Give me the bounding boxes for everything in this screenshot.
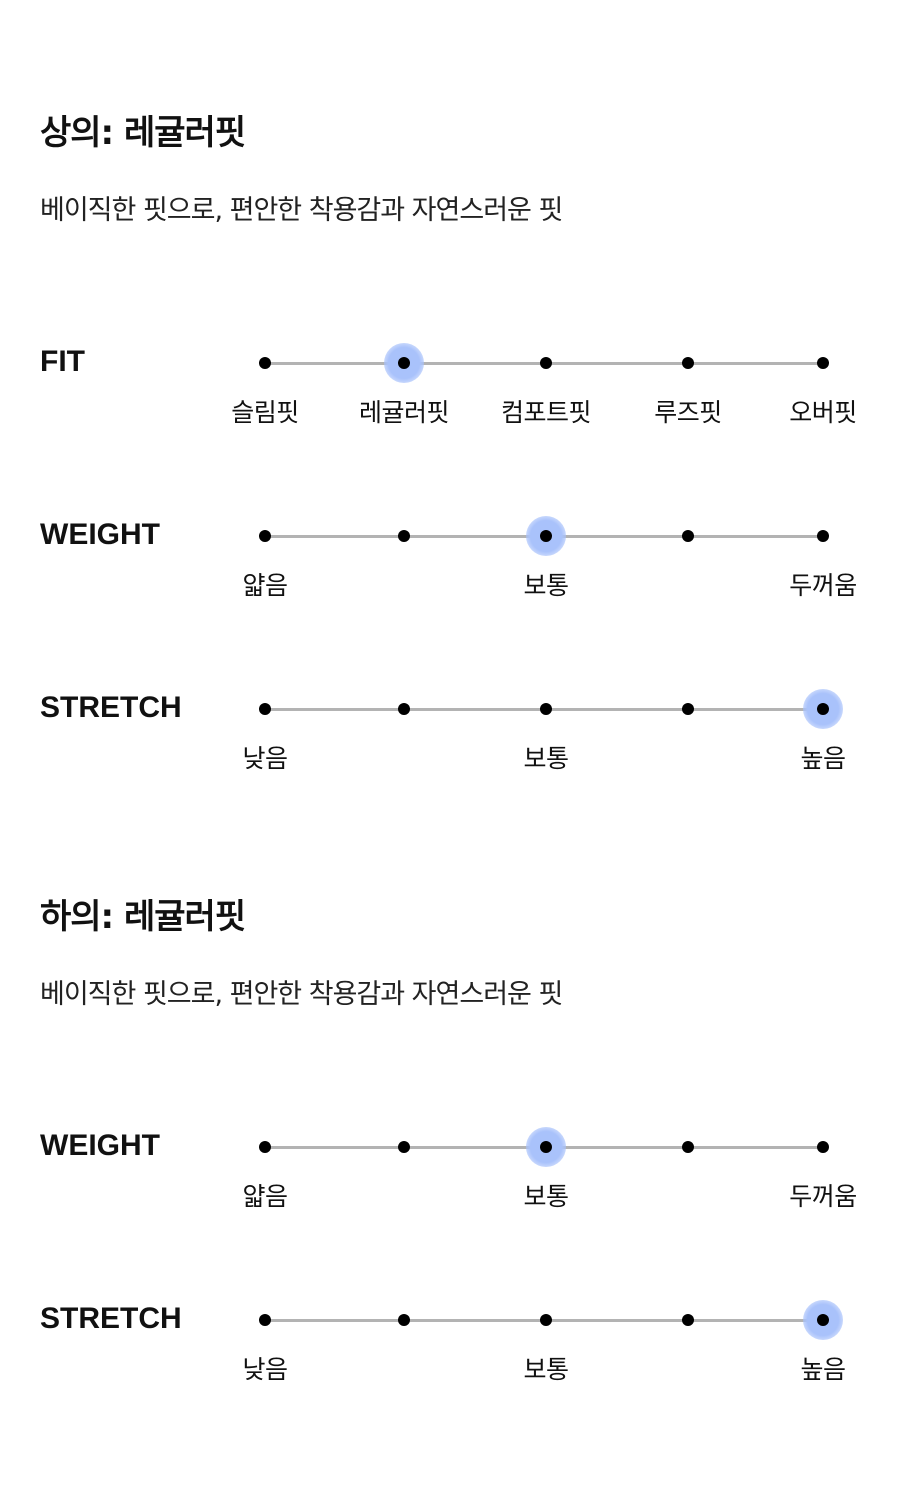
- scale-dot: [817, 357, 829, 369]
- scale-dot: [540, 530, 552, 542]
- scale-option-label: 얇음: [242, 1182, 288, 1211]
- scale-label: STRETCH: [40, 1302, 182, 1335]
- scale-option-label: 보통: [523, 1182, 569, 1211]
- scale-label: WEIGHT: [40, 1129, 160, 1162]
- scale-label: WEIGHT: [40, 518, 160, 551]
- scale-dot: [398, 1141, 410, 1153]
- section-description: 베이직한 핏으로, 편안한 착용감과 자연스러운 핏: [40, 979, 563, 1010]
- scale-option-label: 보통: [523, 1355, 569, 1384]
- scale-stretch: STRETCH 낮음 보통 높음: [0, 689, 900, 789]
- scale-option-label: 보통: [523, 571, 569, 600]
- scale-dot: [817, 1314, 829, 1326]
- scale-weight: WEIGHT 얇음 보통 두꺼움: [0, 516, 900, 616]
- scale-option-label: 레귤러핏: [358, 398, 450, 427]
- scale-dot: [682, 357, 694, 369]
- scale-dot: [398, 530, 410, 542]
- scale-label: FIT: [40, 345, 85, 378]
- scale-dot: [817, 703, 829, 715]
- scale-dot: [540, 1141, 552, 1153]
- scale-dot: [540, 703, 552, 715]
- scale-label: STRETCH: [40, 691, 182, 724]
- scale-dot: [682, 1141, 694, 1153]
- scale-option-label: 높음: [800, 744, 846, 773]
- scale-option-label: 보통: [523, 744, 569, 773]
- scale-option-label: 두꺼움: [789, 571, 857, 600]
- scale-dot: [259, 1314, 271, 1326]
- scale-option-label: 높음: [800, 1355, 846, 1384]
- scale-dot: [259, 357, 271, 369]
- scale-dot: [817, 1141, 829, 1153]
- section-title: 상의: 레귤러핏: [40, 113, 246, 153]
- scale-dot: [540, 357, 552, 369]
- scale-option-label: 컴포트핏: [500, 398, 592, 427]
- scale-dot: [682, 530, 694, 542]
- scale-dot: [682, 703, 694, 715]
- scale-dot: [682, 1314, 694, 1326]
- scale-weight: WEIGHT 얇음 보통 두꺼움: [0, 1127, 900, 1227]
- section-description: 베이직한 핏으로, 편안한 착용감과 자연스러운 핏: [40, 195, 563, 226]
- scale-dot: [398, 1314, 410, 1326]
- scale-dot: [259, 1141, 271, 1153]
- scale-option-label: 두꺼움: [789, 1182, 857, 1211]
- scale-dot: [259, 530, 271, 542]
- scale-fit: FIT 슬림핏 레귤러핏 컴포트핏 루즈핏 오버핏: [0, 343, 900, 443]
- scale-stretch: STRETCH 낮음 보통 높음: [0, 1300, 900, 1400]
- scale-option-label: 루즈핏: [654, 398, 722, 427]
- scale-option-label: 낮음: [242, 744, 288, 773]
- scale-option-label: 낮음: [242, 1355, 288, 1384]
- scale-dot: [540, 1314, 552, 1326]
- scale-option-label: 오버핏: [789, 398, 857, 427]
- section-title: 하의: 레귤러핏: [40, 897, 246, 937]
- scale-dot: [398, 703, 410, 715]
- scale-dot: [817, 530, 829, 542]
- scale-dot: [398, 357, 410, 369]
- scale-dot: [259, 703, 271, 715]
- scale-option-label: 슬림핏: [231, 398, 299, 427]
- scale-option-label: 얇음: [242, 571, 288, 600]
